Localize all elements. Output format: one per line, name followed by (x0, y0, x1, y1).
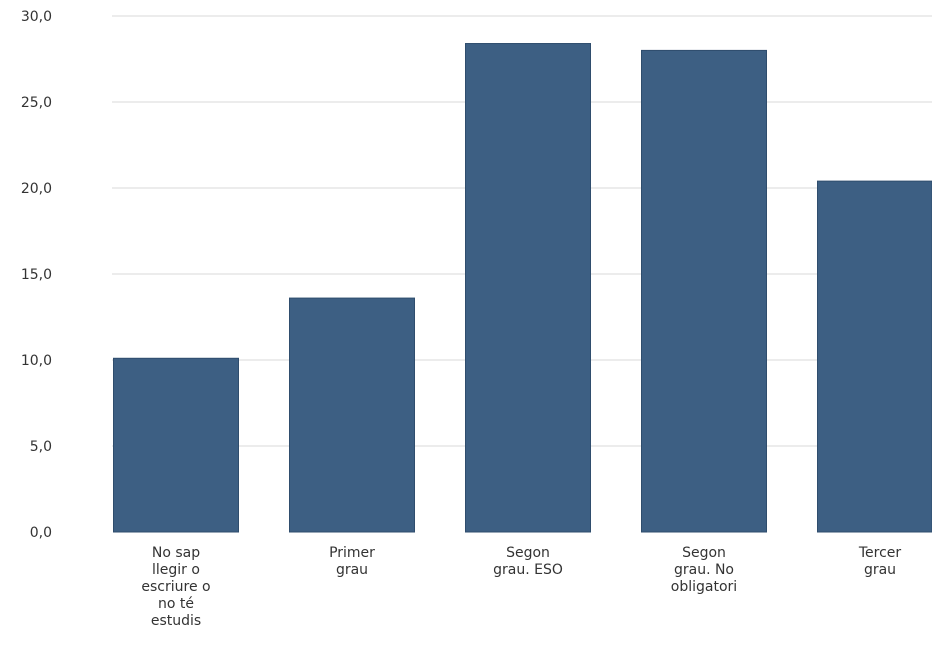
y-tick-label: 0,0 (30, 525, 52, 541)
x-category-label: No sap llegir o escriure o no té estudis (141, 545, 210, 629)
y-tick-label: 10,0 (21, 353, 52, 369)
y-tick-label: 20,0 (21, 181, 52, 197)
y-axis-tick-labels: 0,0 5,0 10,0 15,0 20,0 25,0 30,0 (21, 9, 52, 541)
bar (641, 49, 767, 533)
bar (289, 297, 415, 533)
bar (113, 357, 239, 533)
y-tick-label: 15,0 (21, 267, 52, 283)
bar (465, 43, 591, 533)
bars (113, 43, 932, 533)
x-axis-category-labels: No sap llegir o escriure o no té estudis Prim… (141, 545, 901, 629)
bar (817, 180, 932, 533)
x-category-label: Tercer grau (858, 545, 902, 578)
x-category-label: Segon grau. ESO (493, 545, 563, 578)
y-tick-label: 25,0 (21, 95, 52, 111)
y-tick-label: 5,0 (30, 439, 52, 455)
x-category-label: Segon grau. No obligatori (671, 545, 737, 595)
x-category-label: Primer grau (329, 545, 375, 578)
y-tick-label: 30,0 (21, 9, 52, 25)
